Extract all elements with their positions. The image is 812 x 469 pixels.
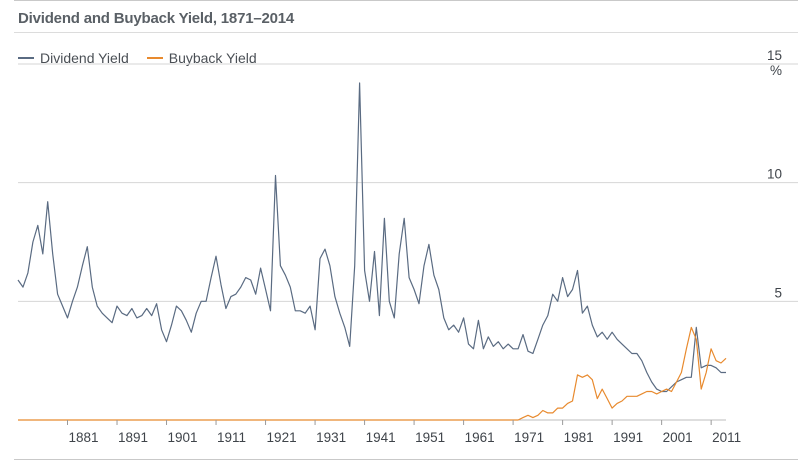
bottom-border (14, 459, 798, 460)
x-tick-label: 1891 (118, 430, 148, 445)
buyback-yield-line (18, 326, 727, 421)
x-tick-label: 1991 (613, 430, 643, 445)
top-border (14, 0, 798, 1)
grid-lines (18, 63, 798, 302)
y-unit-label: % (770, 63, 782, 78)
legend-swatch-dividend (18, 57, 34, 59)
x-tick-label: 2011 (712, 430, 741, 445)
legend-label-dividend: Dividend Yield (40, 50, 129, 66)
x-tick-label: 1961 (465, 430, 495, 445)
y-axis-labels: 15% 10 5 (767, 48, 782, 300)
legend-item-buyback: Buyback Yield (146, 50, 257, 66)
x-tick-label: 1981 (564, 430, 594, 445)
x-tick-label: 1931 (316, 430, 346, 445)
title-rule (14, 32, 798, 33)
chart-title: Dividend and Buyback Yield, 1871–2014 (18, 10, 295, 27)
legend-item-dividend: Dividend Yield (18, 50, 129, 66)
x-tick-label: 1881 (69, 430, 99, 445)
x-tick-label: 1921 (267, 430, 297, 445)
x-axis-labels: 1881 1891 1901 1911 1921 1931 1941 1951 1961 1971… (67, 420, 741, 445)
chart-legend: Dividend Yield Buyback Yield (18, 48, 275, 68)
x-tick-label: 1951 (415, 430, 445, 445)
y-tick-label: 10 (767, 167, 782, 182)
x-tick-label: 1971 (514, 430, 544, 445)
x-tick-label: 1941 (366, 430, 396, 445)
x-tick-label: 2001 (663, 430, 693, 445)
legend-swatch-buyback (146, 57, 163, 59)
y-tick-label: 15 (767, 48, 782, 63)
legend-label-buyback: Buyback Yield (168, 50, 257, 66)
series-lines (17, 82, 727, 421)
x-tick-label: 1911 (217, 430, 246, 445)
x-tick-label: 1901 (168, 430, 198, 445)
y-tick-label: 5 (774, 285, 782, 300)
dividend-yield-line (17, 82, 726, 393)
